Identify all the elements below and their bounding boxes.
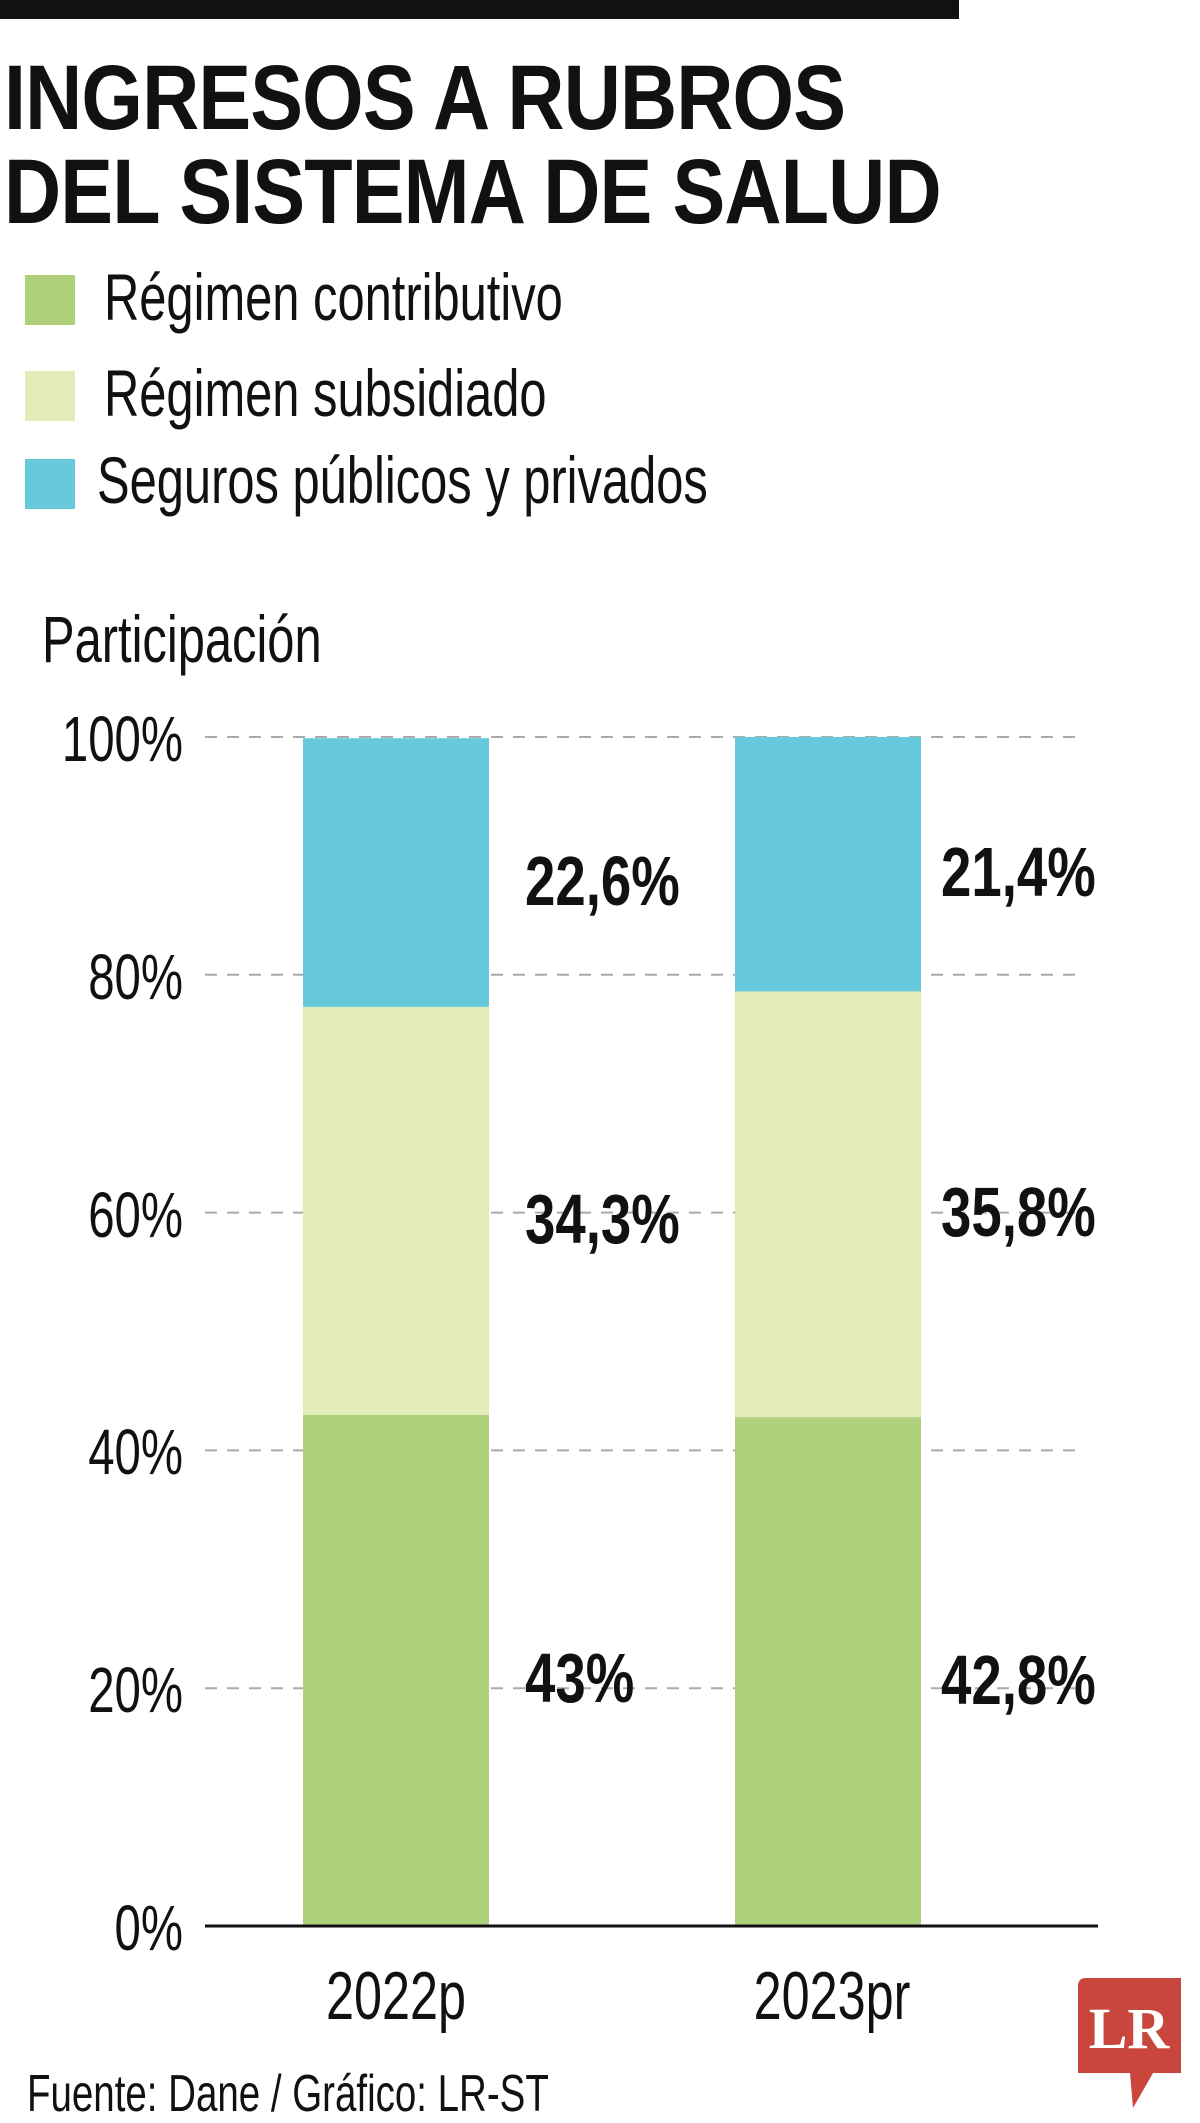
legend-label-subsidiado: Régimen subsidiado	[104, 356, 547, 430]
legend-label-seguros: Seguros públicos y privados	[97, 443, 708, 517]
top-rule	[0, 0, 959, 19]
chart-title-line-1: INGRESOS A RUBROS	[4, 47, 846, 149]
bar-segment	[735, 737, 921, 992]
y-tick-label: 80%	[88, 940, 183, 1013]
data-label: 35,8%	[941, 1173, 1096, 1252]
bar-segment	[303, 738, 489, 1007]
data-label: 21,4%	[941, 833, 1096, 912]
data-label: 42,8%	[941, 1640, 1096, 1719]
y-tick-label: 20%	[88, 1654, 183, 1727]
legend-swatch-seguros	[25, 459, 75, 509]
source-note: Fuente: Dane / Gráfico: LR-ST	[27, 2065, 549, 2123]
y-tick-label: 0%	[114, 1892, 183, 1964]
legend-label-contributivo: Régimen contributivo	[104, 260, 563, 334]
y-tick-label: 100%	[61, 703, 183, 775]
legend-swatch-contributivo	[25, 275, 75, 325]
data-label: 22,6%	[525, 841, 680, 920]
x-tick-label-2022p: 2022p	[326, 1958, 466, 2034]
data-label: 43%	[525, 1639, 635, 1718]
chart-title-line-2: DEL SISTEMA DE SALUD	[4, 141, 942, 243]
y-axis-title: Participación	[42, 602, 322, 676]
logo-bubble-icon: LR	[1078, 1978, 1181, 2108]
y-tick-label: 60%	[88, 1178, 183, 1251]
y-tick-label: 40%	[88, 1416, 183, 1489]
svg-text:LR: LR	[1089, 1996, 1171, 2061]
bar-segment	[735, 1417, 921, 1926]
bar-segment	[735, 991, 921, 1418]
x-tick-label-2023pr: 2023pr	[753, 1958, 911, 2034]
lr-logo: LR	[1078, 1978, 1181, 2108]
data-label: 34,3%	[525, 1179, 680, 1258]
legend-swatch-subsidiado	[25, 371, 75, 421]
bar-segment	[303, 1006, 489, 1415]
bar-segment	[303, 1414, 489, 1926]
